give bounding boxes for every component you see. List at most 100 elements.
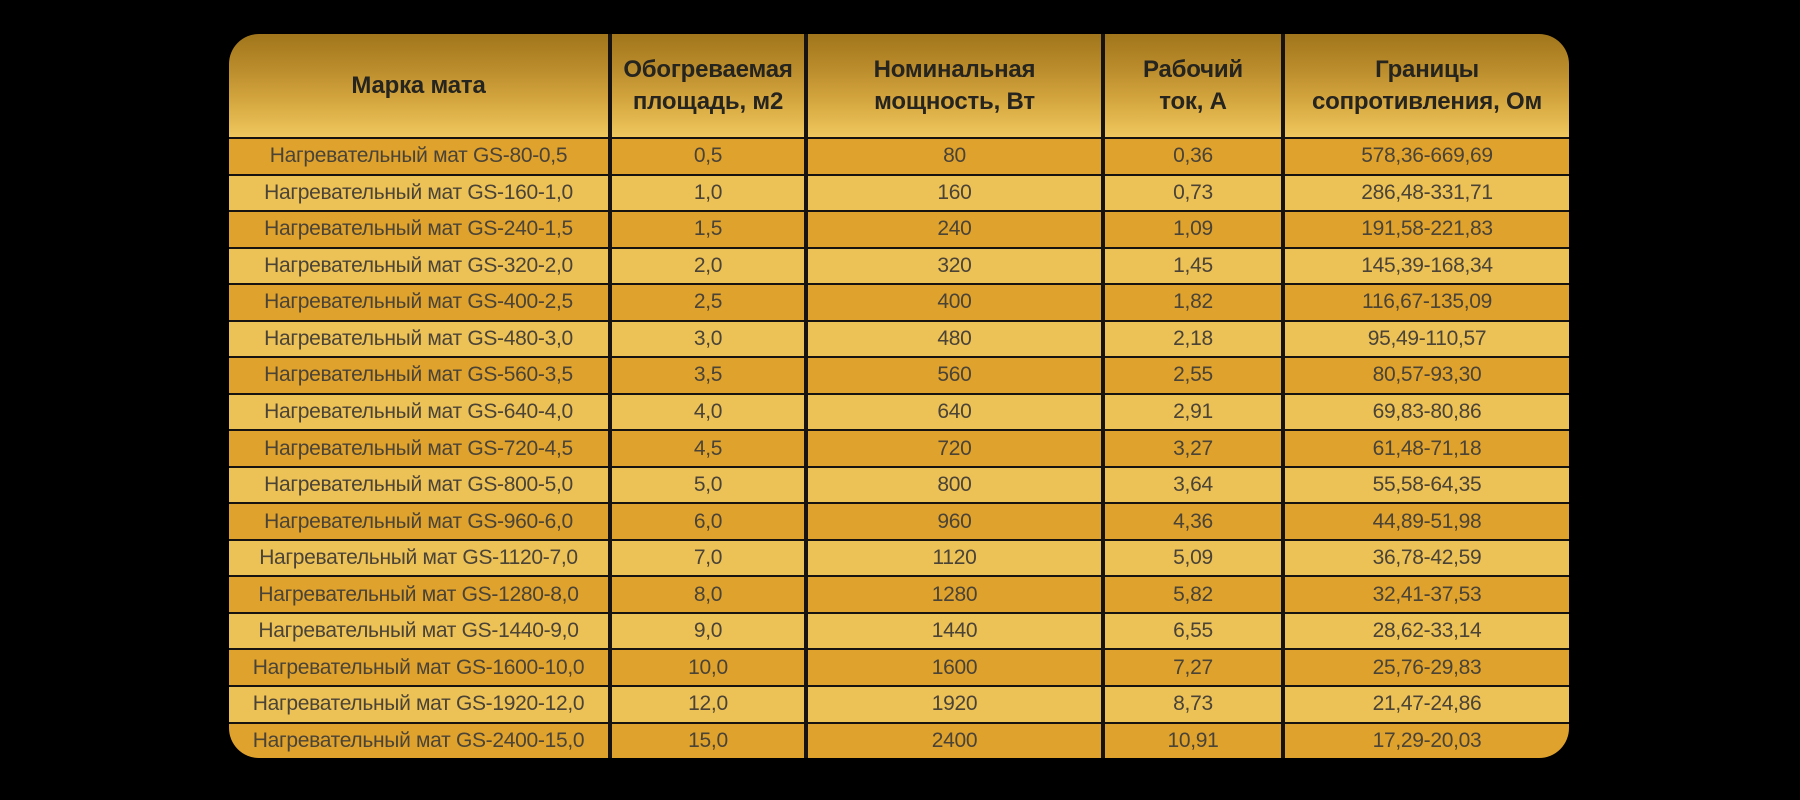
column-header-resistance-range: Границы сопротивления, Ом	[1311, 56, 1543, 115]
cell-nominal-power: 1440	[808, 613, 1105, 649]
column-header-nominal-power: Номинальная мощность, Вт	[808, 34, 1105, 137]
table-row: Нагревательный мат GS-2400-15,0 15,0 2400 1…	[229, 721, 1569, 758]
cell-resistance-range: 80,57-93,30	[1372, 363, 1482, 387]
cell-heated-area: 1,5	[612, 212, 808, 247]
cell-resistance-range: 578,36-669,69	[1361, 144, 1493, 168]
cell-heated-area: 3,5	[612, 358, 808, 393]
cell-mat-brand: Нагревательный мат GS-560-3,5	[229, 358, 612, 393]
cell-working-current: 2,55	[1105, 358, 1285, 393]
cell-nominal-power: 1600	[808, 650, 1105, 685]
cell-nominal-power: 480	[808, 321, 1105, 357]
cell-nominal-power: 80	[808, 139, 1105, 174]
table-row: Нагревательный мат GS-1280-8,0 8,0 1280 5,8…	[229, 575, 1569, 612]
cell-nominal-power: 640	[808, 394, 1105, 430]
cell-nominal-power: 1920	[808, 686, 1105, 722]
cell-mat-brand: Нагревательный мат GS-960-6,0	[229, 504, 612, 539]
cell-mat-brand: Нагревательный мат GS-2400-15,0	[229, 723, 612, 758]
table-row: Нагревательный мат GS-320-2,0 2,0 320 1,45 1…	[229, 246, 1569, 284]
cell-mat-brand: Нагревательный мат GS-1920-12,0	[229, 686, 612, 722]
cell-heated-area: 8,0	[612, 577, 808, 612]
heating-mats-spec-table: Марка мата Обогреваемая площадь, м2 Номи…	[229, 34, 1569, 758]
table-row: Нагревательный мат GS-1120-7,0 7,0 1120 5,0…	[229, 538, 1569, 576]
cell-working-current: 5,09	[1105, 540, 1285, 576]
cell-heated-area: 2,0	[612, 248, 808, 284]
cell-heated-area: 10,0	[612, 650, 808, 685]
cell-working-current: 8,73	[1105, 686, 1285, 722]
cell-heated-area: 9,0	[612, 613, 808, 649]
cell-resistance-range: 191,58-221,83	[1361, 217, 1493, 241]
cell-working-current: 7,27	[1105, 650, 1285, 685]
cell-working-current: 2,91	[1105, 394, 1285, 430]
cell-working-current: 1,82	[1105, 285, 1285, 320]
column-header-working-current: Рабочий ток, А	[1105, 34, 1285, 137]
cell-resistance-range: 286,48-331,71	[1361, 180, 1493, 204]
table-row: Нагревательный мат GS-720-4,5 4,5 720 3,27 6…	[229, 429, 1569, 466]
cell-heated-area: 12,0	[612, 686, 808, 722]
cell-resistance-range: 61,48-71,18	[1372, 436, 1482, 460]
cell-nominal-power: 2400	[808, 723, 1105, 758]
cell-working-current: 10,91	[1105, 723, 1285, 758]
cell-mat-brand: Нагревательный мат GS-1600-10,0	[229, 650, 612, 685]
cell-working-current: 2,18	[1105, 321, 1285, 357]
cell-heated-area: 4,0	[612, 394, 808, 430]
cell-working-current: 1,09	[1105, 212, 1285, 247]
cell-heated-area: 15,0	[612, 723, 808, 758]
cell-resistance-range: 32,41-37,53	[1372, 582, 1482, 606]
cell-resistance-range: 145,39-168,34	[1361, 253, 1493, 277]
table-row: Нагревательный мат GS-160-1,0 1,0 160 0,73 2…	[229, 173, 1569, 211]
cell-resistance-range: 55,58-64,35	[1372, 473, 1482, 497]
cell-working-current: 3,64	[1105, 467, 1285, 503]
cell-heated-area: 1,0	[612, 175, 808, 211]
cell-mat-brand: Нагревательный мат GS-160-1,0	[229, 175, 612, 211]
table-row: Нагревательный мат GS-800-5,0 5,0 800 3,64 5…	[229, 465, 1569, 503]
cell-mat-brand: Нагревательный мат GS-1280-8,0	[229, 577, 612, 612]
cell-nominal-power: 400	[808, 285, 1105, 320]
cell-nominal-power: 320	[808, 248, 1105, 284]
cell-heated-area: 0,5	[612, 139, 808, 174]
cell-working-current: 0,73	[1105, 175, 1285, 211]
cell-resistance-range: 95,49-110,57	[1367, 326, 1487, 350]
cell-resistance-range: 25,76-29,83	[1372, 655, 1482, 679]
table-body: Нагревательный мат GS-80-0,5 0,5 80 0,36 578…	[229, 137, 1569, 758]
cell-nominal-power: 800	[808, 467, 1105, 503]
cell-mat-brand: Нагревательный мат GS-1120-7,0	[229, 540, 612, 576]
cell-mat-brand: Нагревательный мат GS-400-2,5	[229, 285, 612, 320]
cell-working-current: 6,55	[1105, 613, 1285, 649]
table-row: Нагревательный мат GS-640-4,0 4,0 640 2,91 6…	[229, 392, 1569, 430]
cell-heated-area: 6,0	[612, 504, 808, 539]
cell-nominal-power: 1120	[808, 540, 1105, 576]
table-row: Нагревательный мат GS-1440-9,0 9,0 1440 6,5…	[229, 611, 1569, 649]
cell-heated-area: 3,0	[612, 321, 808, 357]
cell-heated-area: 7,0	[612, 540, 808, 576]
column-header-mat-brand: Марка мата	[229, 34, 612, 137]
cell-mat-brand: Нагревательный мат GS-480-3,0	[229, 321, 612, 357]
cell-working-current: 5,82	[1105, 577, 1285, 612]
cell-resistance-range: 44,89-51,98	[1372, 509, 1482, 533]
table-row: Нагревательный мат GS-960-6,0 6,0 960 4,36 4…	[229, 502, 1569, 539]
table-row: Нагревательный мат GS-1600-10,0 10,0 1600 7…	[229, 648, 1569, 685]
cell-mat-brand: Нагревательный мат GS-800-5,0	[229, 467, 612, 503]
cell-nominal-power: 1280	[808, 577, 1105, 612]
cell-resistance-range: 21,47-24,86	[1372, 692, 1482, 716]
cell-mat-brand: Нагревательный мат GS-640-4,0	[229, 394, 612, 430]
cell-nominal-power: 960	[808, 504, 1105, 539]
cell-nominal-power: 160	[808, 175, 1105, 211]
table-header-row: Марка мата Обогреваемая площадь, м2 Номи…	[229, 34, 1569, 137]
cell-heated-area: 4,5	[612, 431, 808, 466]
table-row: Нагревательный мат GS-560-3,5 3,5 560 2,55 8…	[229, 356, 1569, 393]
cell-nominal-power: 720	[808, 431, 1105, 466]
cell-resistance-range: 17,29-20,03	[1372, 728, 1482, 752]
cell-resistance-range: 116,67-135,09	[1362, 290, 1492, 314]
table-row: Нагревательный мат GS-1920-12,0 12,0 1920 8…	[229, 684, 1569, 722]
cell-mat-brand: Нагревательный мат GS-80-0,5	[229, 139, 612, 174]
cell-mat-brand: Нагревательный мат GS-320-2,0	[229, 248, 612, 284]
cell-working-current: 1,45	[1105, 248, 1285, 284]
cell-nominal-power: 240	[808, 212, 1105, 247]
cell-mat-brand: Нагревательный мат GS-720-4,5	[229, 431, 612, 466]
cell-working-current: 3,27	[1105, 431, 1285, 466]
cell-resistance-range: 36,78-42,59	[1372, 546, 1482, 570]
cell-resistance-range: 69,83-80,86	[1372, 399, 1482, 423]
cell-nominal-power: 560	[808, 358, 1105, 393]
cell-resistance-range: 28,62-33,14	[1372, 619, 1482, 643]
cell-working-current: 0,36	[1105, 139, 1285, 174]
